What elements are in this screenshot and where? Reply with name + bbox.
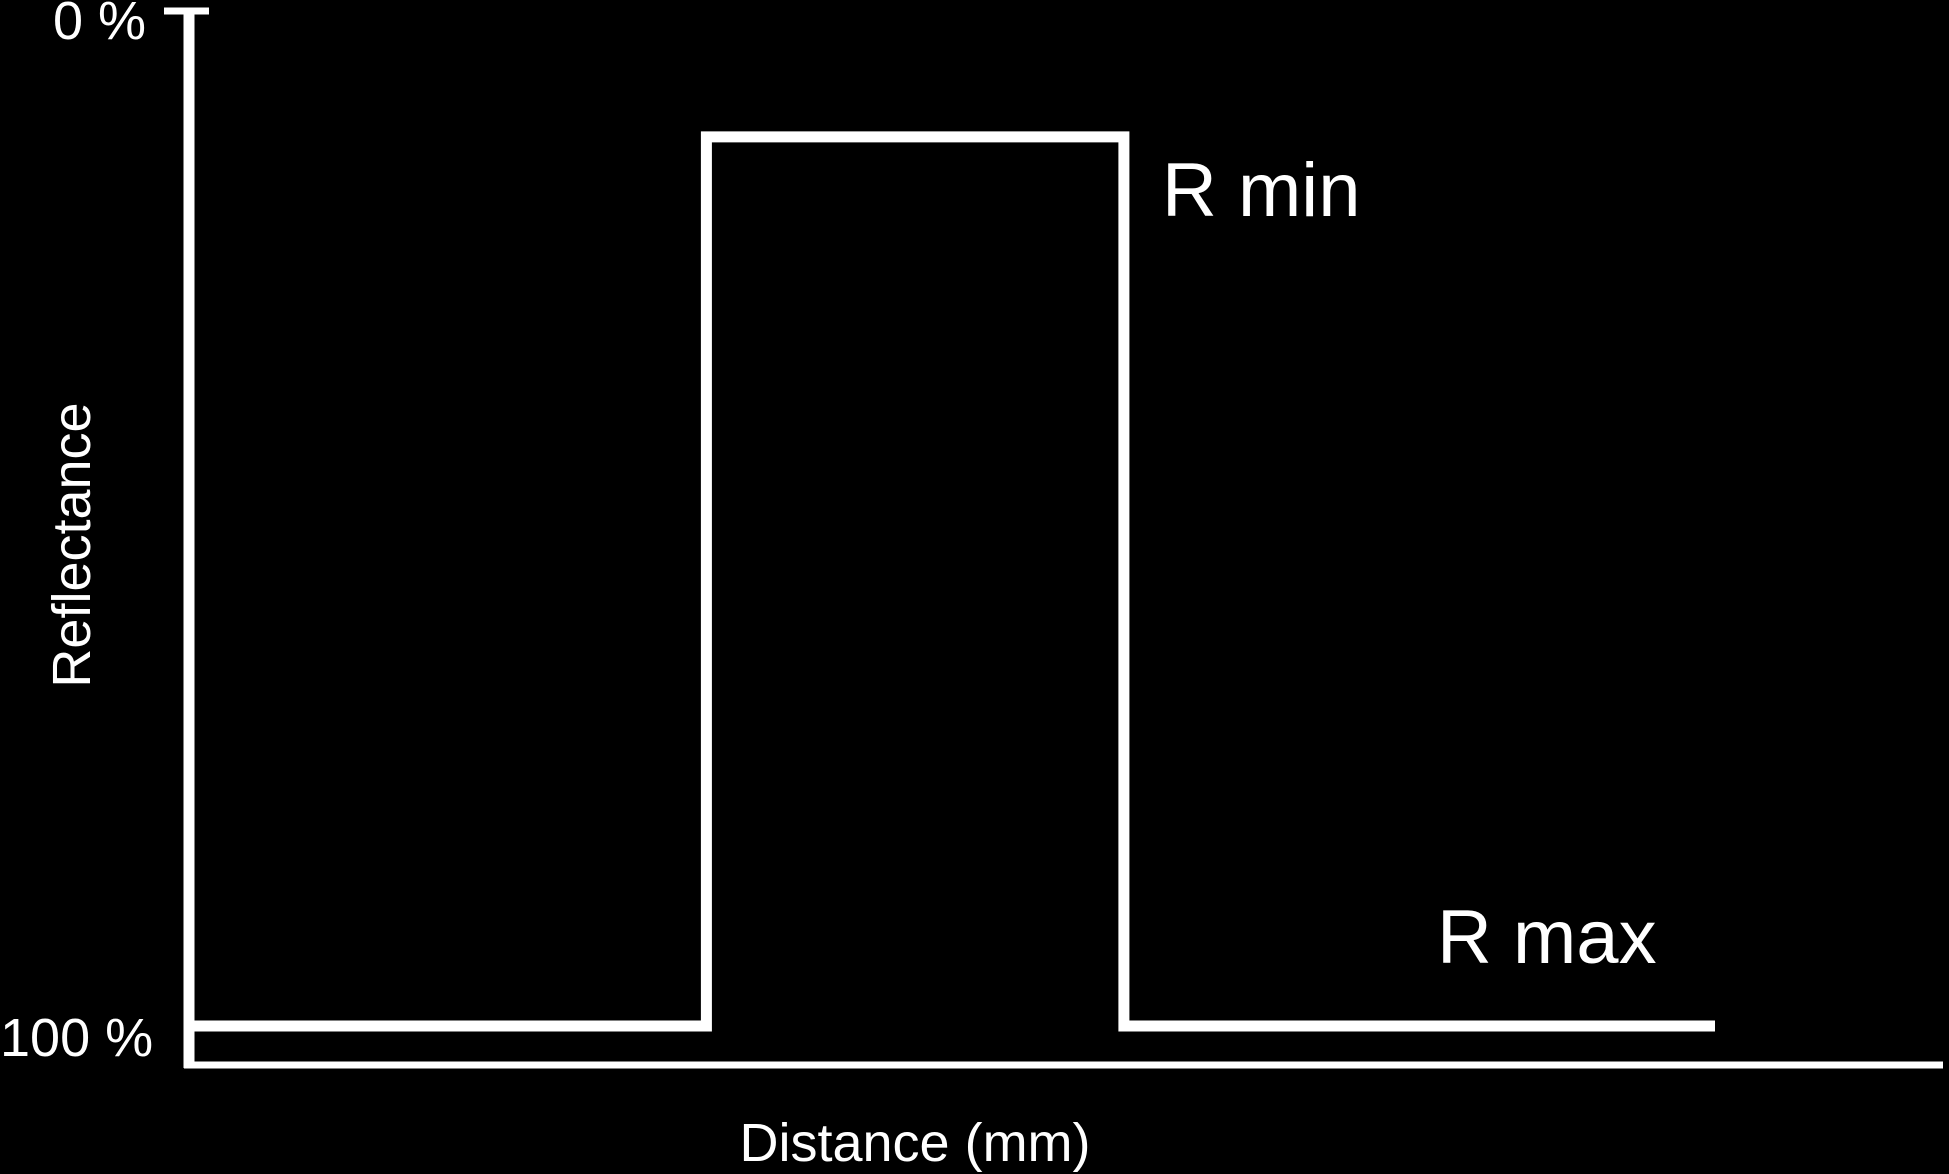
x-axis-title: Distance (mm) bbox=[739, 1113, 1091, 1173]
annotation-r-max: R max bbox=[1437, 895, 1657, 980]
y-axis-tick-label-bottom: 100 % bbox=[0, 1008, 154, 1068]
axes-group bbox=[164, 7, 1943, 1069]
y-axis-tick-label-top: 0 % bbox=[52, 0, 146, 51]
reflectance-signal-line bbox=[190, 131, 1715, 1032]
y-axis-title: Reflectance bbox=[42, 402, 102, 688]
annotation-r-min: R min bbox=[1162, 148, 1361, 233]
